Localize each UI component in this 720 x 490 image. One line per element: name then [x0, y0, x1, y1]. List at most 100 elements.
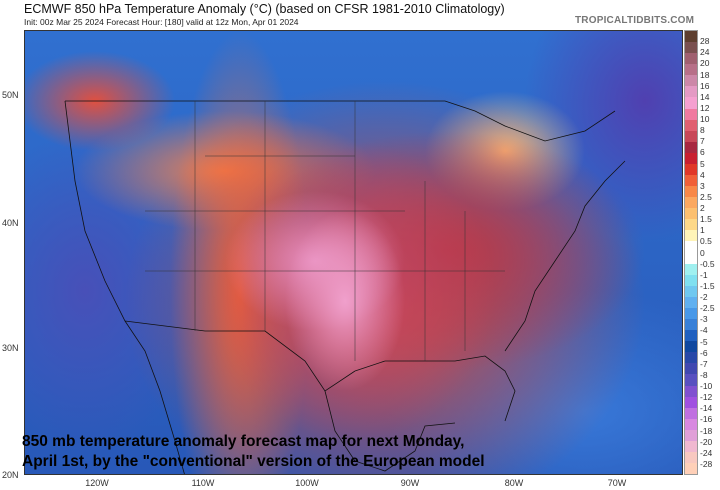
colorbar-swatch — [685, 319, 697, 331]
colorbar-tick-label: 14 — [700, 91, 710, 102]
gulf-coast — [354, 355, 516, 422]
colorbar-tick-label: 3 — [700, 180, 705, 191]
us-mexico-border — [124, 320, 356, 392]
colorbar-tick-label: -8 — [700, 369, 708, 380]
colorbar-swatch — [685, 219, 697, 231]
forecast-info: Init: 00z Mar 25 2024 Forecast Hour: [18… — [24, 17, 299, 27]
colorbar-tick-label: 4 — [700, 169, 705, 180]
colorbar-tick-label: -1 — [700, 269, 708, 280]
colorbar-swatch — [685, 108, 697, 120]
colorbar-tick-label: 28 — [700, 36, 710, 47]
colorbar-tick-label: 0.5 — [700, 236, 712, 247]
colorbar-swatch — [685, 352, 697, 364]
us-canada-border — [65, 100, 616, 142]
colorbar-swatch — [685, 463, 697, 475]
colorbar-swatch — [685, 86, 697, 98]
colorbar-tick-label: -2 — [700, 292, 708, 302]
lat-label: 40N — [2, 218, 19, 228]
colorbar-swatch — [685, 141, 697, 153]
colorbar-tick-label: 1.5 — [700, 214, 712, 225]
lat-label: 50N — [2, 90, 19, 100]
colorbar-tick-label: 7 — [700, 136, 705, 147]
lon-label: 70W — [607, 478, 627, 488]
colorbar-swatch — [685, 330, 697, 342]
colorbar-tick-label: -14 — [700, 403, 713, 414]
colorbar-swatch — [685, 396, 697, 408]
colorbar-tick-label: -0.5 — [700, 258, 715, 269]
colorbar-swatch — [685, 263, 697, 275]
chart-title: ECMWF 850 hPa Temperature Anomaly (°C) (… — [24, 2, 505, 16]
colorbar-tick-label: 12 — [700, 102, 710, 113]
colorbar — [684, 30, 698, 475]
colorbar-tick-label: -4 — [700, 325, 708, 336]
colorbar-swatch — [685, 252, 697, 264]
colorbar-tick-label: -7 — [700, 358, 708, 369]
lon-label: 100W — [295, 478, 319, 488]
colorbar-swatch — [685, 230, 697, 242]
colorbar-tick-label: -10 — [700, 381, 713, 391]
colorbar-tick-label: 2.5 — [700, 191, 712, 202]
colorbar-tick-label: -24 — [700, 447, 713, 458]
colorbar-tick-label: -12 — [700, 392, 713, 403]
colorbar-tick-label: 10 — [700, 114, 710, 124]
colorbar-swatch — [685, 53, 697, 65]
lon-label: 90W — [400, 478, 420, 488]
colorbar-tick-label: -2.5 — [700, 303, 715, 314]
lat-label: 30N — [2, 343, 19, 353]
colorbar-swatch — [685, 75, 697, 87]
colorbar-swatch — [685, 440, 697, 452]
colorbar-swatch — [685, 97, 697, 109]
colorbar-swatch — [685, 451, 697, 464]
colorbar-swatch — [685, 241, 697, 253]
colorbar-swatch — [685, 163, 697, 176]
colorbar-swatch — [685, 31, 697, 43]
colorbar-swatch — [685, 385, 697, 397]
colorbar-tick-label: 18 — [700, 69, 710, 80]
lon-label: 80W — [504, 478, 524, 488]
mexico-coast — [324, 390, 456, 472]
colorbar-tick-label: -16 — [700, 414, 713, 425]
colorbar-swatch — [685, 64, 697, 76]
colorbar-swatch — [685, 119, 697, 131]
colorbar-swatch — [685, 152, 697, 164]
colorbar-swatch — [685, 429, 697, 441]
colorbar-tick-label: 0 — [700, 247, 705, 258]
colorbar-tick-label: -28 — [700, 458, 713, 469]
boundaries-overlay — [64, 100, 626, 474]
colorbar-tick-label: 1 — [700, 225, 705, 236]
colorbar-swatch — [685, 296, 697, 308]
colorbar-swatch — [685, 197, 697, 209]
colorbar-tick-label: 8 — [700, 125, 705, 136]
colorbar-tick-label: 20 — [700, 58, 710, 69]
colorbar-swatch — [685, 363, 697, 375]
brand-label: TROPICALTIDBITS.COM — [575, 15, 695, 26]
image-caption: 850 mb temperature anomaly forecast map … — [22, 433, 485, 470]
colorbar-tick-label: -18 — [700, 425, 713, 436]
temperature-anomaly-map[interactable] — [24, 30, 683, 475]
colorbar-tick-label: 6 — [700, 147, 705, 158]
colorbar-swatch — [685, 42, 697, 54]
colorbar-tick-label: -20 — [700, 436, 713, 447]
colorbar-swatch — [685, 341, 697, 353]
east-coast — [504, 160, 626, 352]
colorbar-swatch — [685, 175, 697, 187]
colorbar-swatch — [685, 285, 697, 297]
colorbar-tick-label: 24 — [700, 47, 710, 58]
colorbar-swatch — [685, 208, 697, 220]
colorbar-swatch — [685, 274, 697, 286]
west-coast — [64, 100, 185, 474]
colorbar-tick-label: 2 — [700, 203, 705, 213]
colorbar-swatch — [685, 407, 697, 419]
colorbar-tick-label: -3 — [700, 314, 708, 325]
lat-label: 20N — [2, 470, 19, 480]
colorbar-swatch — [685, 418, 697, 430]
colorbar-tick-label: -6 — [700, 347, 708, 358]
colorbar-swatch — [685, 307, 697, 320]
colorbar-tick-label: 5 — [700, 158, 705, 169]
colorbar-swatch — [685, 186, 697, 198]
lon-label: 110W — [191, 478, 215, 488]
colorbar-swatch — [685, 374, 697, 386]
colorbar-tick-label: -1.5 — [700, 280, 715, 291]
colorbar-tick-label: -5 — [700, 336, 708, 347]
colorbar-tick-label: 16 — [700, 80, 710, 91]
